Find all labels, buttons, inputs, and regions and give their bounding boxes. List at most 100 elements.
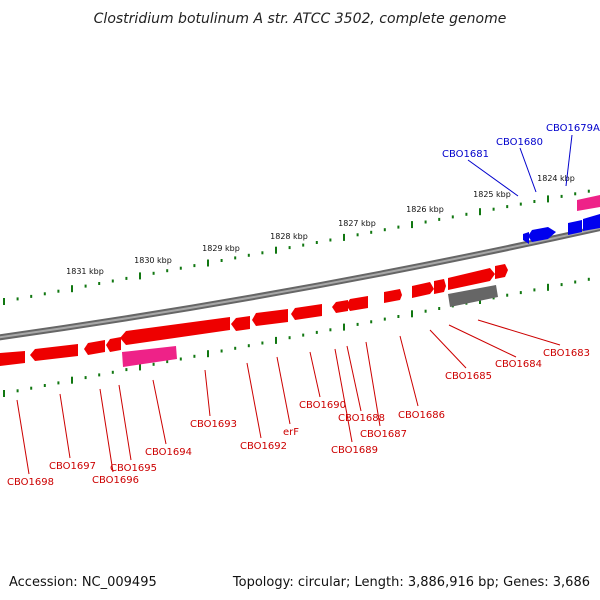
upper-minor-tick	[424, 220, 427, 224]
gene-label-cbo1684[interactable]: CBO1684	[495, 359, 542, 370]
gene-cbo1685[interactable]	[434, 279, 446, 294]
upper-minor-tick	[234, 256, 237, 260]
gene-cbo1694[interactable]	[106, 337, 121, 352]
upper-minor-tick	[438, 217, 441, 221]
gene-cbo1690[interactable]	[291, 304, 322, 320]
scale-label-1824: 1824 kbp	[537, 174, 575, 183]
leader-cbo1693	[204, 369, 211, 417]
gene-label-cbo1689[interactable]: CBO1689	[331, 445, 378, 456]
upper-major-tick	[275, 246, 277, 254]
gene-label-cbo1685[interactable]: CBO1685	[445, 371, 492, 382]
upper-major-tick	[343, 233, 345, 241]
leader-cbo1683	[477, 319, 561, 346]
scale-label-1827: 1827 kbp	[338, 219, 376, 228]
gene-cbo1686[interactable]	[412, 282, 434, 298]
gene-cbo1698[interactable]	[0, 351, 25, 366]
gene-cbo1679a-b[interactable]	[583, 214, 600, 231]
gene-cbo1697[interactable]	[30, 344, 78, 361]
gene-cbo1679a-a[interactable]	[568, 220, 582, 235]
gene-erf[interactable]	[252, 309, 288, 326]
lower-minor-tick	[383, 317, 386, 321]
gene-cbo1684[interactable]	[448, 268, 495, 290]
gene-cbo1680[interactable]	[528, 227, 556, 242]
upper-minor-tick	[43, 292, 46, 296]
gene-label-cbo1688[interactable]: CBO1688	[338, 413, 385, 424]
gene-label-cbo1680[interactable]: CBO1680	[496, 137, 543, 148]
gene-label-cbo1697[interactable]: CBO1697	[49, 461, 96, 472]
scale-label-1825: 1825 kbp	[473, 190, 511, 199]
upper-minor-tick	[247, 253, 250, 257]
gene-pink-upper[interactable]	[577, 195, 600, 211]
gene-cbo1681[interactable]	[523, 232, 529, 244]
upper-minor-tick	[193, 264, 196, 268]
lower-minor-tick	[111, 370, 114, 374]
gene-label-cbo1683[interactable]: CBO1683	[543, 348, 590, 359]
lower-minor-tick	[30, 386, 33, 390]
lower-minor-tick	[220, 349, 223, 353]
leader-cbo1684	[448, 324, 517, 358]
gene-label-cbo1698[interactable]: CBO1698	[7, 477, 54, 488]
leader-cbo1681	[467, 159, 519, 197]
scale-label-1829: 1829 kbp	[202, 244, 240, 253]
leader-cbo1697	[59, 393, 71, 459]
forward-strand-features	[384, 195, 600, 303]
upper-minor-tick	[574, 192, 577, 196]
leader-cbo1680	[519, 147, 537, 193]
lower-minor-tick	[329, 328, 332, 332]
upper-major-tick	[3, 298, 5, 305]
feature-gray[interactable]	[448, 285, 498, 307]
leader-cbo1695	[118, 384, 132, 461]
lower-minor-tick	[397, 315, 400, 318]
upper-minor-tick	[519, 202, 522, 206]
upper-minor-tick	[560, 194, 563, 198]
reverse-strand-features	[0, 296, 368, 367]
gene-label-cbo1693[interactable]: CBO1693	[190, 419, 237, 430]
upper-minor-tick	[152, 271, 155, 275]
genome-summary-label: Topology: circular; Length: 3,886,916 bp…	[232, 575, 590, 590]
gene-cbo1683[interactable]	[495, 264, 508, 279]
accession-label: Accession: NC_009495	[9, 575, 157, 590]
gene-label-cbo1690[interactable]: CBO1690	[299, 400, 346, 411]
upper-minor-tick	[166, 269, 169, 273]
gene-label-cbo1679a[interactable]: CBO1679A	[546, 123, 600, 134]
scale-label-1826: 1826 kbp	[406, 205, 444, 214]
gene-label-cbo1694[interactable]: CBO1694	[145, 447, 192, 458]
gene-label-cbo1681[interactable]: CBO1681	[442, 149, 489, 160]
upper-minor-tick	[329, 238, 332, 242]
upper-minor-tick	[220, 259, 223, 262]
lower-minor-tick	[261, 341, 264, 345]
leader-cbo1690	[309, 351, 321, 398]
gene-label-cbo1687[interactable]: CBO1687	[360, 429, 407, 440]
genome-backbone-highlight	[0, 227, 600, 339]
gene-label-cbo1696[interactable]: CBO1696	[92, 475, 139, 486]
gene-label-cbo1686[interactable]: CBO1686	[398, 410, 445, 421]
lower-minor-tick	[533, 288, 536, 292]
lower-major-tick	[343, 323, 345, 331]
upper-major-tick	[139, 272, 141, 280]
gene-cbo1687[interactable]	[384, 289, 402, 303]
lower-minor-tick	[587, 277, 590, 281]
lower-minor-tick	[574, 280, 577, 284]
gene-label-cbo1695[interactable]: CBO1695	[110, 463, 157, 474]
gene-cbo1693[interactable]	[120, 317, 230, 345]
upper-minor-tick	[98, 282, 101, 285]
gene-cbo1689[interactable]	[332, 300, 348, 313]
upper-minor-tick	[179, 266, 182, 270]
upper-minor-tick	[261, 251, 264, 255]
gene-cbo1696[interactable]	[122, 346, 177, 367]
upper-minor-tick	[356, 233, 359, 237]
leader-cbo1687	[365, 341, 381, 427]
gene-cbo1692[interactable]	[231, 316, 250, 331]
leader-cbo1679a	[565, 134, 573, 187]
gene-cbo1695[interactable]	[84, 340, 105, 355]
lower-minor-tick	[125, 368, 128, 372]
lower-minor-tick	[506, 293, 509, 297]
upper-major-tick	[411, 221, 413, 229]
red-leader-lines	[16, 319, 561, 475]
gene-label-erf[interactable]: erF	[283, 427, 299, 438]
upper-minor-tick	[16, 297, 19, 301]
gene-label-cbo1692[interactable]: CBO1692	[240, 441, 287, 452]
leader-cbo1689	[334, 348, 353, 443]
gene-cbo1688[interactable]	[346, 296, 368, 311]
